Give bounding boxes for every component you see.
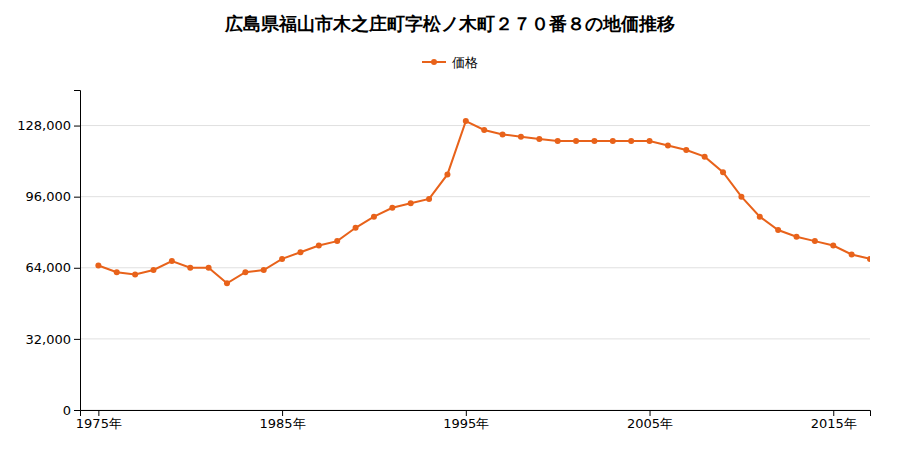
legend-marker	[431, 59, 437, 65]
plot-area: 1975年 1985年 1995年 2005年 2015年 0 32,000 64,000 96…	[17, 91, 873, 432]
legend-label: 価格	[452, 55, 478, 70]
point	[444, 171, 450, 177]
tick-mark	[74, 339, 80, 340]
point	[353, 225, 359, 231]
tick-mark	[650, 410, 651, 416]
chart: 1975年 1985年 1995年 2005年 2015年 0 32,000 64,000 96…	[0, 0, 900, 450]
grid-line	[80, 338, 870, 339]
legend-item: 価格	[422, 55, 478, 70]
tick-mark	[74, 126, 80, 127]
point	[95, 263, 101, 269]
tick-label: 2005年	[627, 416, 673, 431]
tick-mark	[74, 410, 80, 411]
tick-label: 1975年	[76, 416, 122, 431]
point	[426, 196, 432, 202]
point	[463, 118, 469, 124]
tick-label: 2015年	[811, 416, 857, 431]
grid-line	[80, 196, 870, 197]
legend: 価格	[422, 55, 478, 70]
point	[610, 138, 616, 144]
point	[261, 267, 267, 273]
point	[481, 127, 487, 133]
point	[720, 169, 726, 175]
tick: 32,000	[26, 332, 81, 347]
tick: 1975年	[76, 410, 122, 431]
point	[169, 258, 175, 264]
tick-label: 32,000	[26, 332, 72, 347]
point	[389, 205, 395, 211]
title: 広島県福山市木之庄町字松ノ木町２７０番８の地価推移	[224, 13, 675, 34]
tick-label: 128,000	[17, 118, 71, 133]
tick-mark	[282, 410, 283, 416]
point	[757, 214, 763, 220]
tick: 64,000	[26, 260, 81, 275]
line	[98, 121, 870, 283]
tick-label: 64,000	[26, 260, 72, 275]
point	[132, 271, 138, 277]
point	[683, 147, 689, 153]
point	[242, 269, 248, 275]
point	[187, 265, 193, 271]
point	[150, 267, 156, 273]
axis-line	[81, 411, 871, 417]
point	[647, 138, 653, 144]
tick-mark	[74, 197, 80, 198]
tick: 1995年	[443, 410, 489, 431]
point	[224, 280, 230, 286]
point	[334, 238, 340, 244]
point	[628, 138, 634, 144]
markers	[95, 118, 870, 286]
point	[812, 238, 818, 244]
tick-label: 1995年	[443, 416, 489, 431]
tick: 1985年	[260, 410, 306, 431]
point	[279, 256, 285, 262]
point	[665, 143, 671, 149]
x-axis: 1975年 1985年 1995年 2005年 2015年	[76, 410, 871, 431]
point	[794, 234, 800, 240]
point	[371, 214, 377, 220]
point	[114, 269, 120, 275]
y-axis: 0 32,000 64,000 96,000 128,000	[17, 91, 80, 418]
point	[206, 265, 212, 271]
point	[830, 243, 836, 249]
point	[849, 251, 855, 257]
marks	[95, 118, 870, 286]
tick-label: 96,000	[26, 189, 72, 204]
tick-label: 0	[63, 403, 71, 418]
tick: 2015年	[811, 410, 857, 431]
point	[555, 138, 561, 144]
point	[536, 136, 542, 142]
point	[573, 138, 579, 144]
tick-mark	[833, 410, 834, 416]
point	[297, 249, 303, 255]
point	[591, 138, 597, 144]
tick: 96,000	[26, 189, 81, 204]
point	[738, 194, 744, 200]
point	[775, 227, 781, 233]
tick-mark	[74, 268, 80, 269]
point	[408, 200, 414, 206]
tick: 2005年	[627, 410, 673, 431]
point	[500, 131, 506, 137]
tick-mark	[466, 410, 467, 416]
point	[702, 154, 708, 160]
tick: 128,000	[17, 118, 80, 133]
point	[518, 134, 524, 140]
point	[316, 243, 322, 249]
axis-line	[74, 91, 81, 411]
point	[867, 256, 870, 262]
tick-label: 1985年	[260, 416, 306, 431]
tick: 0	[63, 403, 80, 418]
tick-mark	[98, 410, 99, 416]
